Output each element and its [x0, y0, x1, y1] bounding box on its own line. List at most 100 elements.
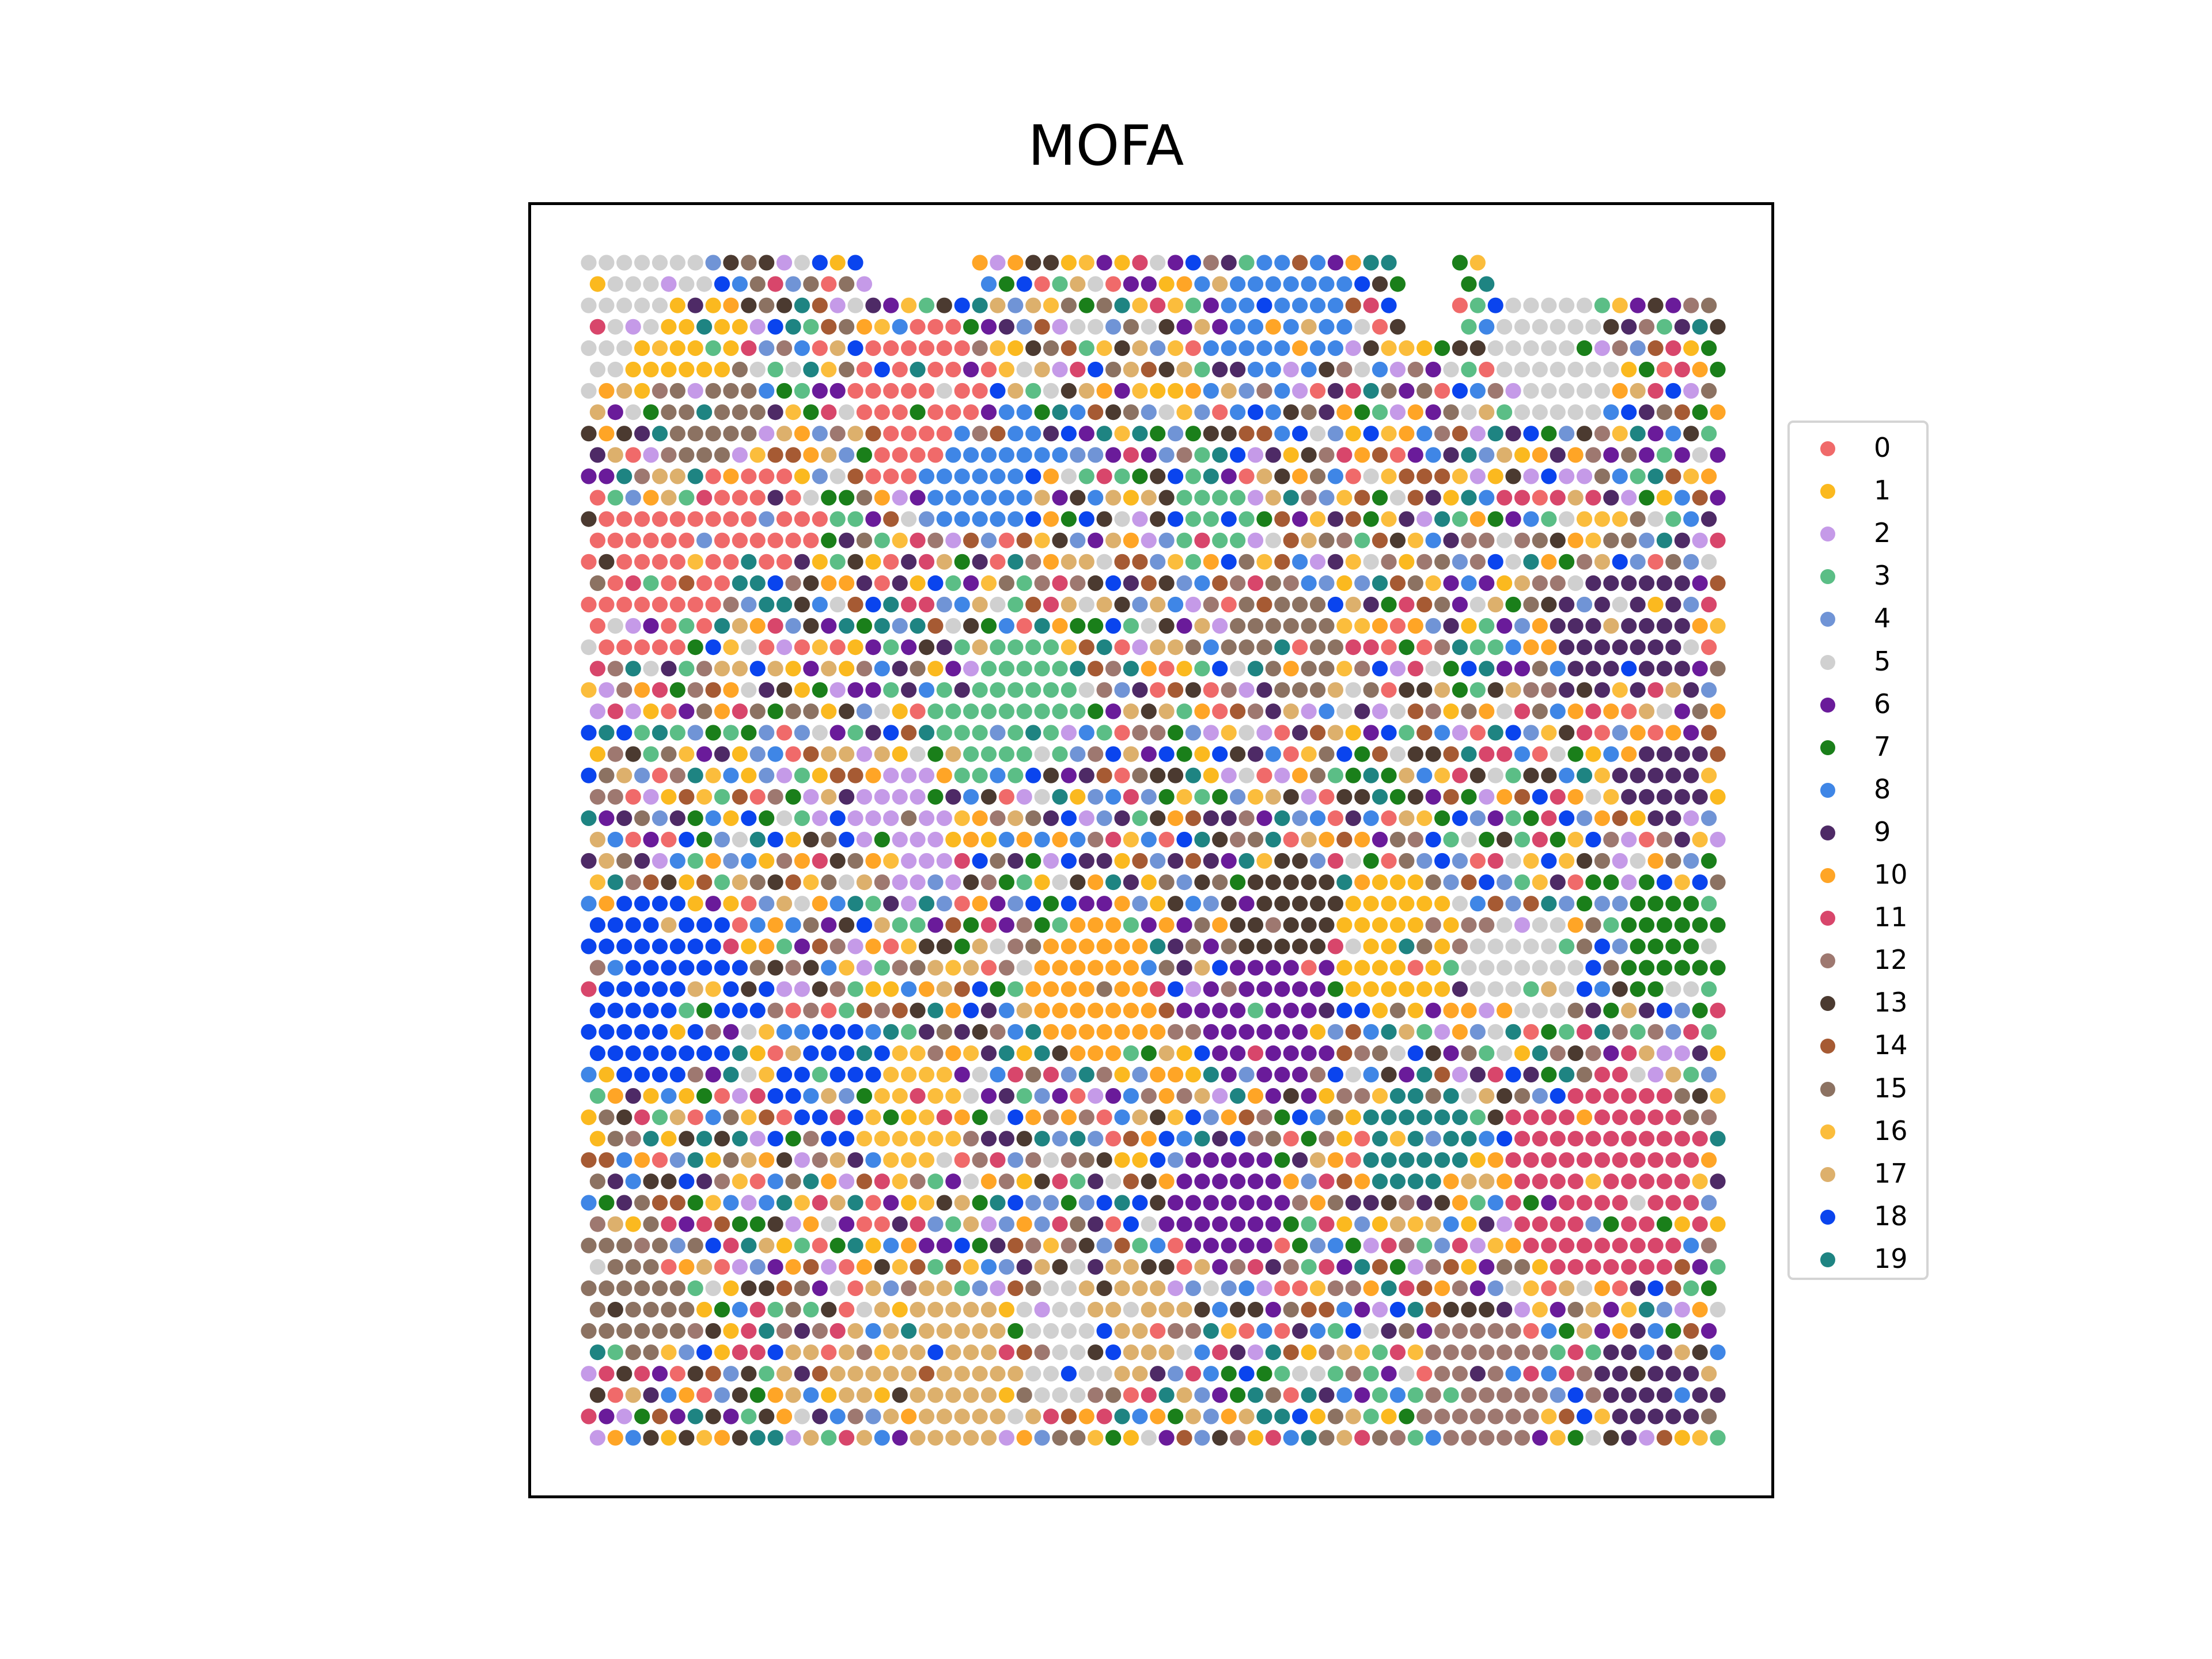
spot-cluster-6 — [767, 1259, 783, 1275]
spot-cluster-14 — [1141, 575, 1157, 591]
spot-cluster-10 — [1497, 1173, 1513, 1190]
spot-cluster-0 — [1647, 725, 1664, 741]
spot-cluster-0 — [652, 511, 668, 527]
spot-cluster-10 — [679, 1387, 695, 1403]
spot-cluster-7 — [1487, 511, 1503, 527]
spot-cluster-0 — [918, 382, 935, 399]
spot-cluster-8 — [1070, 831, 1086, 848]
spot-cluster-9 — [696, 1173, 713, 1190]
spot-cluster-6 — [1176, 1173, 1192, 1190]
spot-cluster-8 — [1309, 255, 1326, 271]
spot-cluster-17 — [980, 1301, 997, 1318]
spot-cluster-12 — [1247, 1131, 1264, 1147]
legend-item-3: 3 — [1790, 555, 1926, 598]
spot-cluster-12 — [607, 661, 623, 677]
spot-cluster-12 — [1656, 831, 1672, 848]
spot-cluster-6 — [998, 917, 1014, 933]
spot-cluster-3 — [1176, 532, 1192, 548]
spot-cluster-12 — [1336, 1088, 1353, 1104]
spot-cluster-13 — [1319, 874, 1335, 891]
spot-cluster-8 — [998, 447, 1014, 463]
spot-cluster-3 — [1505, 767, 1521, 783]
spot-cluster-4 — [1078, 1195, 1094, 1211]
spot-cluster-3 — [1025, 382, 1041, 399]
spot-cluster-17 — [759, 1237, 775, 1253]
spot-cluster-18 — [1025, 511, 1041, 527]
spot-cluster-10 — [794, 426, 810, 442]
spot-cluster-10 — [1043, 468, 1059, 484]
spot-cluster-10 — [865, 853, 881, 869]
spot-cluster-7 — [785, 1131, 801, 1147]
spot-cluster-15 — [749, 960, 766, 976]
spot-cluster-0 — [883, 426, 899, 442]
spot-cluster-4 — [1630, 554, 1646, 570]
spot-cluster-16 — [1256, 554, 1272, 570]
spot-cluster-2 — [1497, 1216, 1513, 1232]
spot-cluster-19 — [1025, 1024, 1041, 1040]
spot-cluster-0 — [1701, 639, 1717, 656]
spot-cluster-9 — [1523, 1066, 1539, 1083]
spot-cluster-13 — [1150, 1109, 1166, 1126]
legend-label: 1 — [1874, 475, 1891, 506]
spot-cluster-5 — [1505, 853, 1521, 869]
spot-cluster-18 — [607, 1045, 623, 1061]
spot-cluster-2 — [856, 276, 872, 292]
spot-cluster-1 — [927, 661, 944, 677]
spot-cluster-14 — [1238, 1109, 1255, 1126]
spot-cluster-6 — [883, 297, 899, 313]
spot-cluster-2 — [1416, 511, 1433, 527]
spot-cluster-9 — [1505, 426, 1521, 442]
spot-cluster-10 — [749, 618, 766, 634]
spot-cluster-8 — [1550, 703, 1566, 719]
spot-cluster-17 — [1541, 981, 1557, 997]
spot-cluster-9 — [1710, 1387, 1726, 1403]
spot-cluster-3 — [714, 874, 730, 891]
spot-cluster-19 — [1647, 468, 1664, 484]
spot-cluster-17 — [1399, 810, 1415, 826]
spot-cluster-11 — [1327, 853, 1343, 869]
spot-cluster-13 — [1487, 682, 1503, 698]
spot-cluster-14 — [1407, 703, 1423, 719]
spot-cluster-6 — [1532, 1430, 1548, 1446]
spot-cluster-13 — [776, 1152, 793, 1168]
legend-label: 0 — [1874, 432, 1891, 463]
spot-cluster-0 — [883, 340, 899, 356]
spot-cluster-15 — [1425, 1088, 1441, 1104]
spot-cluster-19 — [1070, 1131, 1086, 1147]
spot-cluster-8 — [1336, 1387, 1353, 1403]
spot-cluster-7 — [1647, 938, 1664, 955]
spot-cluster-14 — [1088, 661, 1104, 677]
spot-cluster-6 — [1265, 1173, 1281, 1190]
spot-cluster-15 — [589, 1173, 605, 1190]
spot-cluster-0 — [892, 361, 908, 378]
spot-cluster-13 — [1497, 831, 1513, 848]
spot-cluster-7 — [1150, 426, 1166, 442]
spot-cluster-10 — [1479, 703, 1495, 719]
spot-cluster-5 — [1052, 1387, 1068, 1403]
spot-cluster-5 — [1567, 960, 1584, 976]
spot-cluster-11 — [1541, 810, 1557, 826]
spot-cluster-3 — [687, 853, 703, 869]
spot-cluster-7 — [634, 1408, 650, 1425]
spot-cluster-1 — [1007, 340, 1024, 356]
spot-cluster-0 — [1096, 1109, 1112, 1126]
spot-cluster-4 — [1158, 447, 1175, 463]
spot-cluster-19 — [794, 297, 810, 313]
spot-cluster-3 — [972, 725, 988, 741]
spot-cluster-10 — [1034, 960, 1050, 976]
spot-cluster-2 — [1469, 426, 1486, 442]
spot-cluster-19 — [1007, 554, 1024, 570]
spot-cluster-8 — [1274, 426, 1290, 442]
spot-cluster-8 — [749, 917, 766, 933]
spot-cluster-3 — [1016, 874, 1032, 891]
spot-cluster-3 — [1096, 725, 1112, 741]
spot-cluster-16 — [874, 1344, 890, 1361]
spot-cluster-17 — [954, 1195, 970, 1211]
spot-cluster-11 — [1576, 1237, 1593, 1253]
spot-cluster-4 — [1070, 746, 1086, 762]
spot-cluster-13 — [1425, 1045, 1441, 1061]
spot-cluster-17 — [1176, 1387, 1192, 1403]
spot-cluster-11 — [1354, 1430, 1370, 1446]
spot-cluster-5 — [1550, 1002, 1566, 1018]
spot-cluster-5 — [794, 1408, 810, 1425]
